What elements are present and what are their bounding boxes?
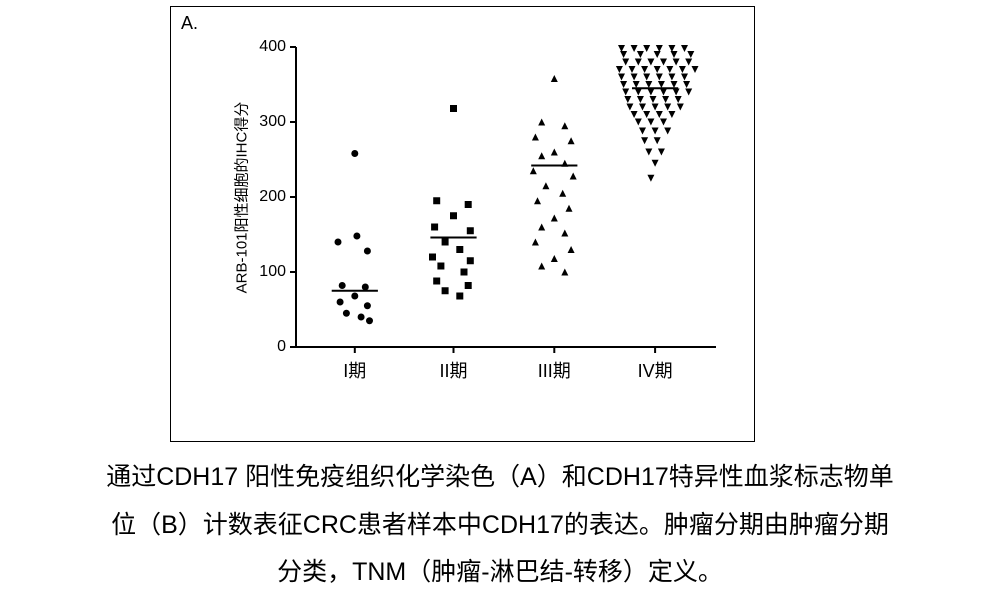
y-tick-label: 0 [246, 338, 286, 356]
caption-line: 通过CDH17 阳性免疫组织化学染色（A）和CDH17特异性血浆标志物单 [40, 454, 960, 502]
x-tick-label: II期 [414, 357, 494, 383]
x-tick-label: IV期 [615, 357, 695, 383]
caption-line: 位（B）计数表征CRC患者样本中CDH17的表达。肿瘤分期由肿瘤分期 [40, 502, 960, 550]
y-tick-label: 100 [246, 263, 286, 281]
x-tick-label: III期 [514, 357, 594, 383]
caption-line: 分类，TNM（肿瘤-淋巴结-转移）定义。 [40, 549, 960, 597]
scatter-plot: ARB-101阳性细胞的IHC得分 0100200300400 I期II期III… [231, 39, 731, 389]
panel-label: A. [181, 13, 198, 34]
figure-caption: 通过CDH17 阳性免疫组织化学染色（A）和CDH17特异性血浆标志物单位（B）… [0, 454, 1000, 597]
y-tick-label: 200 [246, 188, 286, 206]
y-tick-label: 400 [246, 38, 286, 56]
y-tick-label: 300 [246, 113, 286, 131]
figure-panel: A. ARB-101阳性细胞的IHC得分 0100200300400 I期II期… [170, 6, 755, 442]
plot-canvas [231, 39, 731, 389]
x-tick-label: I期 [315, 357, 395, 383]
